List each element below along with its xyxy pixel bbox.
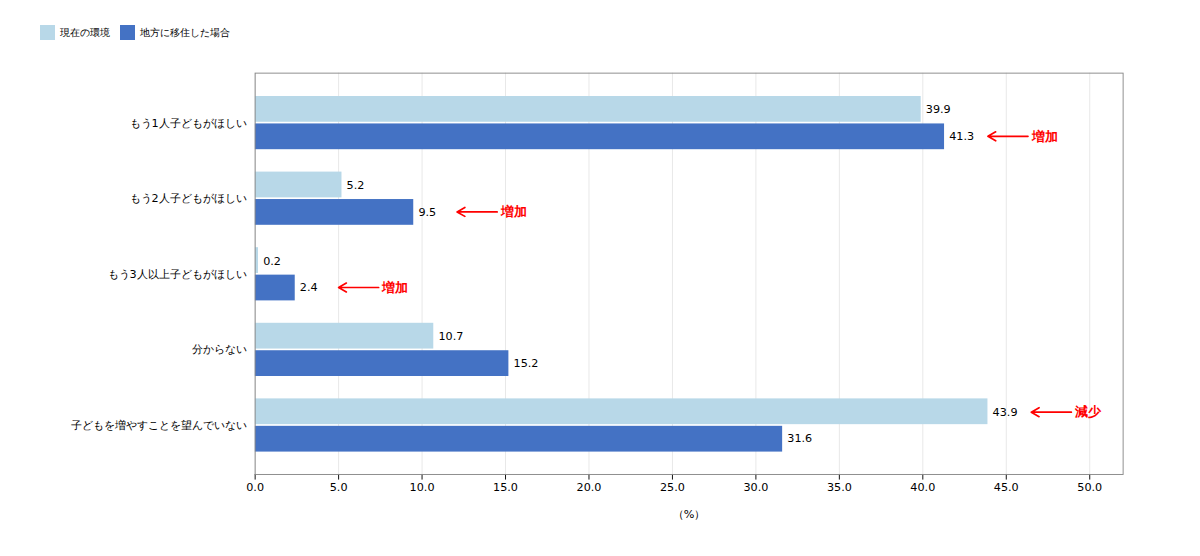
svg-text:子どもを増やすことを望んでいない: 子どもを増やすことを望んでいない <box>71 419 247 432</box>
svg-text:増加: 増加 <box>381 280 408 295</box>
svg-text:10.0: 10.0 <box>410 481 435 494</box>
svg-text:15.0: 15.0 <box>493 481 518 494</box>
html-text:現在の環境: 現在の環境 <box>60 25 110 39</box>
svg-text:（%）: （%） <box>673 508 706 520</box>
svg-text:41.3: 41.3 <box>949 130 974 143</box>
svg-text:0.0: 0.0 <box>246 481 264 494</box>
svg-text:45.0: 45.0 <box>994 481 1019 494</box>
svg-text:31.6: 31.6 <box>787 432 812 445</box>
svg-text:もう3人以上子どもがほしい: もう3人以上子どもがほしい <box>108 268 247 281</box>
svg-text:40.0: 40.0 <box>910 481 935 494</box>
svg-text:0.2: 0.2 <box>263 255 281 268</box>
svg-text:もう1人子どもがほしい: もう1人子どもがほしい <box>130 117 247 130</box>
svg-text:43.9: 43.9 <box>993 406 1018 419</box>
svg-text:15.2: 15.2 <box>514 357 539 370</box>
svg-text:5.2: 5.2 <box>347 179 365 192</box>
svg-text:35.0: 35.0 <box>827 481 852 494</box>
svg-text:増加: 増加 <box>1031 128 1058 143</box>
html-text:地方に移住した場合: 地方に移住した場合 <box>140 25 230 39</box>
svg-text:25.0: 25.0 <box>660 481 685 494</box>
svg-text:20.0: 20.0 <box>577 481 602 494</box>
svg-text:10.7: 10.7 <box>438 330 463 343</box>
svg-text:5.0: 5.0 <box>330 481 348 494</box>
svg-text:減少: 減少 <box>1074 404 1102 419</box>
svg-text:9.5: 9.5 <box>418 205 436 218</box>
svg-text:30.0: 30.0 <box>743 481 768 494</box>
svg-text:もう2人子どもがほしい: もう2人子どもがほしい <box>130 192 247 205</box>
svg-text:39.9: 39.9 <box>926 103 951 116</box>
svg-text:2.4: 2.4 <box>300 281 318 294</box>
svg-text:50.0: 50.0 <box>1077 481 1102 494</box>
svg-text:増加: 増加 <box>500 204 527 219</box>
svg-text:分からない: 分からない <box>192 343 247 356</box>
